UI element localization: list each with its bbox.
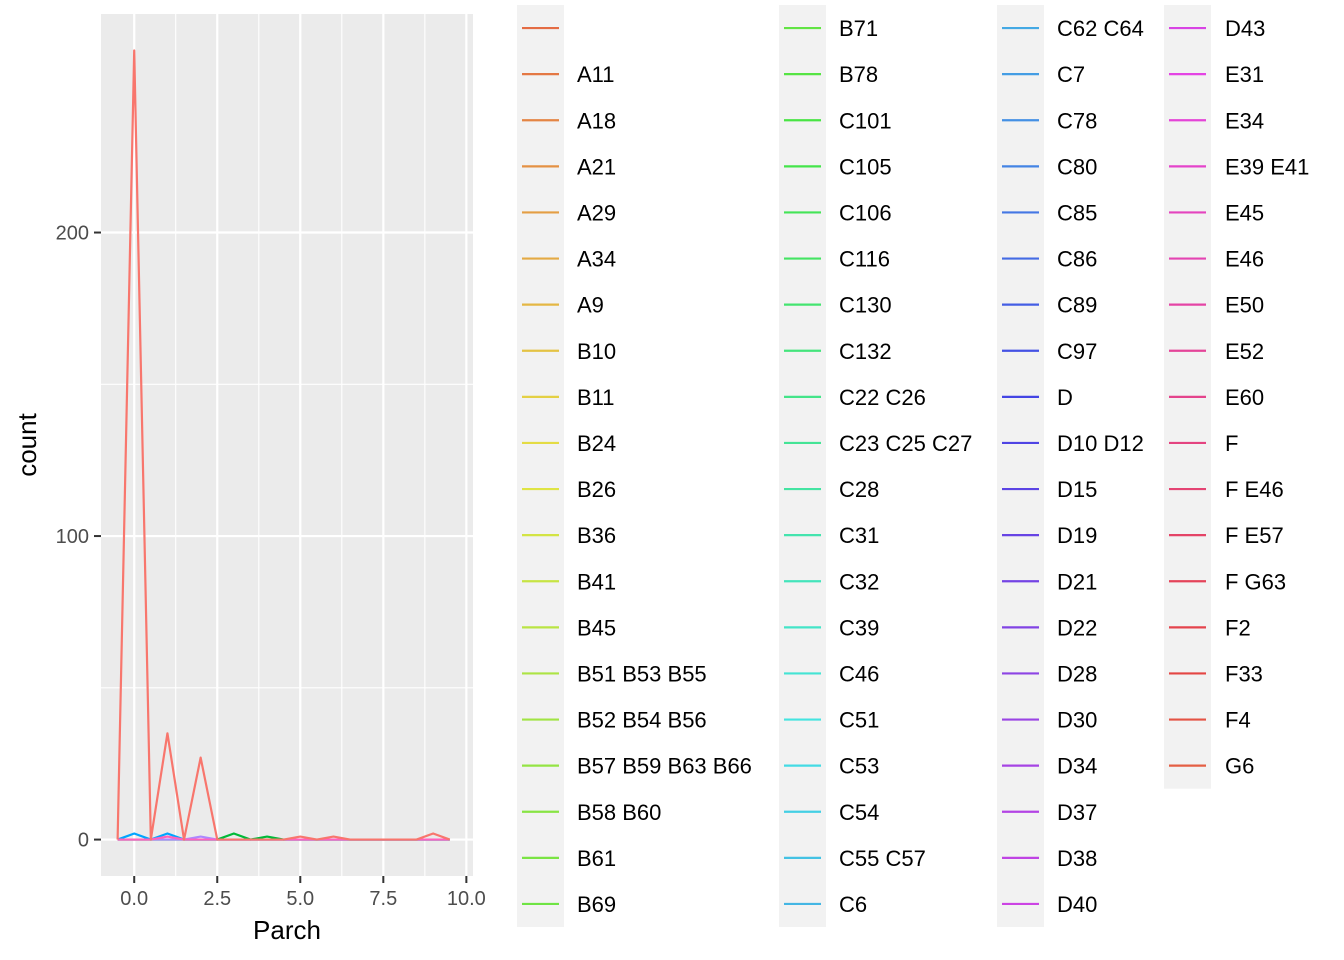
legend-label: B58 B60	[577, 800, 661, 825]
y-axis: 0 100 200	[56, 223, 101, 852]
legend-label: D37	[1057, 800, 1097, 825]
legend-label: A34	[577, 247, 616, 272]
y-tick-label: 100	[56, 526, 89, 548]
legend-label: B10	[577, 339, 616, 364]
legend-label: C7	[1057, 62, 1085, 87]
legend-label: C39	[839, 615, 879, 640]
legend-label: A29	[577, 200, 616, 225]
legend-label: C89	[1057, 293, 1097, 318]
legend-label: C105	[839, 154, 892, 179]
legend-label: B26	[577, 477, 616, 502]
x-axis: 0.0 2.5 5.0 7.5 10.0	[120, 876, 486, 910]
y-tick-label: 0	[78, 830, 89, 852]
plot-panel	[101, 14, 473, 876]
legend-label: B11	[577, 385, 615, 410]
y-axis-title: count	[12, 412, 42, 476]
legend-label: C46	[839, 661, 879, 686]
legend-label: C62 C64	[1057, 16, 1144, 41]
legend-label: F4	[1225, 708, 1251, 733]
x-tick-label: 10.0	[447, 888, 486, 910]
legend-label: C54	[839, 800, 879, 825]
legend-label: F2	[1225, 615, 1251, 640]
legend-label: D10 D12	[1057, 431, 1144, 456]
legend-label: C116	[839, 247, 890, 272]
legend-label: A11	[577, 62, 615, 87]
legend-label: B69	[577, 892, 616, 917]
legend-label: A21	[577, 154, 616, 179]
legend-label: D38	[1057, 846, 1097, 871]
legend-label: D19	[1057, 523, 1097, 548]
legend-label: E31	[1225, 62, 1264, 87]
legend-label: E46	[1225, 247, 1264, 272]
legend-label: F E57	[1225, 523, 1284, 548]
legend-label: C78	[1057, 108, 1097, 133]
legend-label: F G63	[1225, 569, 1286, 594]
x-tick-label: 0.0	[120, 888, 148, 910]
legend-label: C130	[839, 293, 892, 318]
legend-label: F E46	[1225, 477, 1284, 502]
legend-label: D	[1057, 385, 1073, 410]
legend-key-background	[779, 5, 826, 927]
legend-label: E39 E41	[1225, 154, 1309, 179]
legend-label: C106	[839, 200, 892, 225]
legend-label: D28	[1057, 661, 1097, 686]
legend-label: C22 C26	[839, 385, 926, 410]
legend-label: E34	[1225, 108, 1264, 133]
legend-label: B78	[839, 62, 878, 87]
legend-label: B41	[577, 569, 616, 594]
legend-label: C53	[839, 754, 879, 779]
legend-label: C85	[1057, 200, 1097, 225]
legend-label: C132	[839, 339, 892, 364]
legend-label: B51 B53 B55	[577, 661, 707, 686]
legend-label: B45	[577, 615, 616, 640]
legend-label: D22	[1057, 615, 1097, 640]
legend-label: B52 B54 B56	[577, 708, 707, 733]
legend-label: B71	[839, 16, 878, 41]
legend-label: A18	[577, 108, 616, 133]
legend-label: A9	[577, 293, 604, 318]
legend-label: E52	[1225, 339, 1264, 364]
legend-label: C23 C25 C27	[839, 431, 972, 456]
legend-key-background	[517, 5, 564, 927]
legend-label: C6	[839, 892, 867, 917]
x-tick-label: 5.0	[286, 888, 314, 910]
legend-label: E45	[1225, 200, 1264, 225]
legend: A11 A18 A21 A29 A34 A9 B10 B11 B24 B26 B36 B41 B45 B5…	[517, 5, 1309, 927]
legend-label: C86	[1057, 247, 1097, 272]
legend-label: D34	[1057, 754, 1097, 779]
legend-label: C97	[1057, 339, 1097, 364]
legend-label: E50	[1225, 293, 1264, 318]
legend-label: D40	[1057, 892, 1097, 917]
x-axis-title: Parch	[253, 915, 321, 945]
legend-label: C101	[839, 108, 892, 133]
legend-label: F33	[1225, 661, 1263, 686]
y-tick-label: 200	[56, 223, 89, 245]
legend-label: B61	[577, 846, 616, 871]
x-tick-label: 7.5	[369, 888, 397, 910]
legend-key-background	[997, 5, 1044, 927]
legend-label: C51	[839, 708, 879, 733]
legend-label: B36	[577, 523, 616, 548]
legend-label: G6	[1225, 754, 1254, 779]
legend-label: C55 C57	[839, 846, 926, 871]
series-layer	[116, 49, 451, 841]
legend-label: B24	[577, 431, 616, 456]
legend-label: E60	[1225, 385, 1264, 410]
legend-label: B57 B59 B63 B66	[577, 754, 752, 779]
legend-label: D30	[1057, 708, 1097, 733]
legend-label: C28	[839, 477, 879, 502]
legend-label: D15	[1057, 477, 1097, 502]
legend-label: C80	[1057, 154, 1097, 179]
legend-label: C31	[839, 523, 879, 548]
series-line	[116, 49, 451, 841]
legend-label: D21	[1057, 569, 1097, 594]
legend-label: C32	[839, 569, 879, 594]
legend-label: F	[1225, 431, 1238, 456]
legend-label: D43	[1225, 16, 1265, 41]
x-tick-label: 2.5	[203, 888, 231, 910]
grid-minor	[101, 14, 473, 876]
